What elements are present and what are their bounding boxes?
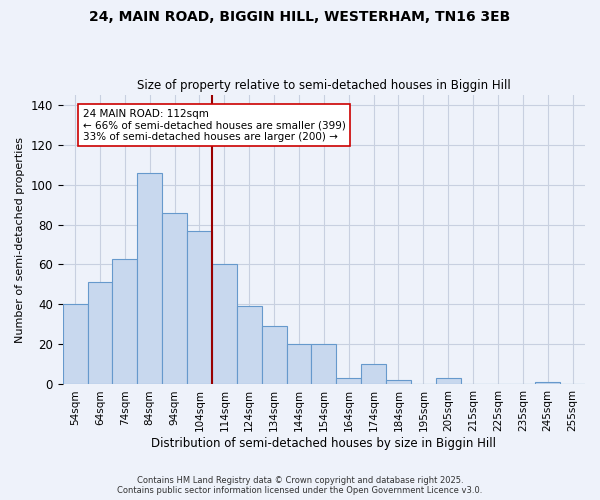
Title: Size of property relative to semi-detached houses in Biggin Hill: Size of property relative to semi-detach… xyxy=(137,79,511,92)
Bar xyxy=(137,172,162,384)
Bar xyxy=(212,264,237,384)
Text: 24 MAIN ROAD: 112sqm
← 66% of semi-detached houses are smaller (399)
33% of semi: 24 MAIN ROAD: 112sqm ← 66% of semi-detac… xyxy=(83,108,346,142)
Bar xyxy=(88,282,112,384)
Text: Contains HM Land Registry data © Crown copyright and database right 2025.
Contai: Contains HM Land Registry data © Crown c… xyxy=(118,476,482,495)
Bar xyxy=(112,258,137,384)
Bar xyxy=(62,304,88,384)
Bar xyxy=(262,326,287,384)
Bar xyxy=(187,230,212,384)
Bar xyxy=(436,378,461,384)
Bar xyxy=(311,344,336,385)
Bar xyxy=(361,364,386,384)
Bar xyxy=(535,382,560,384)
Bar xyxy=(237,306,262,384)
X-axis label: Distribution of semi-detached houses by size in Biggin Hill: Distribution of semi-detached houses by … xyxy=(151,437,496,450)
Y-axis label: Number of semi-detached properties: Number of semi-detached properties xyxy=(15,136,25,342)
Bar xyxy=(336,378,361,384)
Text: 24, MAIN ROAD, BIGGIN HILL, WESTERHAM, TN16 3EB: 24, MAIN ROAD, BIGGIN HILL, WESTERHAM, T… xyxy=(89,10,511,24)
Bar xyxy=(162,212,187,384)
Bar xyxy=(287,344,311,385)
Bar xyxy=(386,380,411,384)
